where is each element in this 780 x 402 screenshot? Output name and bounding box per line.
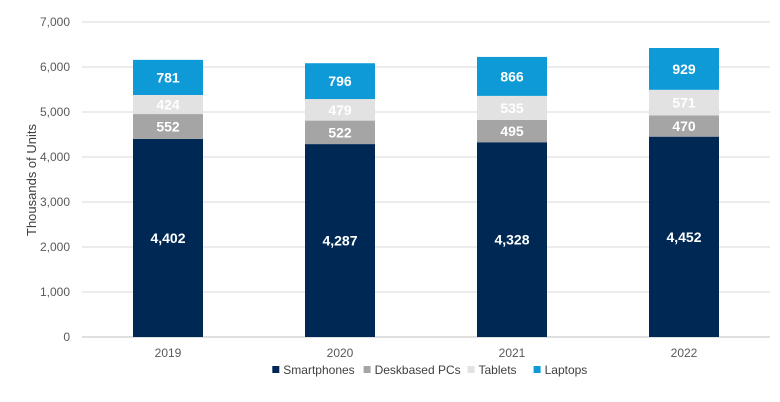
y-tick-label: 7,000 <box>40 15 70 29</box>
y-axis: 0 1,000 2,000 3,000 4,000 5,000 6,000 7,000 <box>40 15 70 344</box>
y-tick-label: 3,000 <box>40 195 70 209</box>
legend-label: Tablets <box>479 363 517 377</box>
bar-stack-2020: 4,287 522 479 796 <box>305 63 375 337</box>
legend: Smartphones Deskbased PCs Tablets Laptops <box>272 363 587 377</box>
data-label: 796 <box>328 73 352 89</box>
legend-swatch <box>467 366 475 373</box>
data-label: 4,452 <box>666 229 701 245</box>
y-tick-label: 1,000 <box>40 285 70 299</box>
bar-stack-2019: 4,402 552 424 781 <box>133 59 203 337</box>
y-tick-label: 2,000 <box>40 240 70 254</box>
data-label: 522 <box>328 124 352 140</box>
bar-laptops <box>477 56 547 96</box>
y-tick-label: 4,000 <box>40 150 70 164</box>
y-axis-title: Thousands of Units <box>24 124 39 237</box>
x-tick-label: 2020 <box>327 346 354 360</box>
bar-stack-2022: 4,452 470 571 929 <box>649 48 719 337</box>
data-label: 781 <box>156 69 180 85</box>
legend-swatch <box>363 366 371 373</box>
data-label: 4,287 <box>322 233 357 249</box>
legend-swatch <box>533 366 541 373</box>
bar-laptops <box>649 48 719 90</box>
x-tick-label: 2022 <box>671 346 698 360</box>
y-tick-label: 0 <box>63 330 70 344</box>
x-axis: 2019 2020 2021 2022 <box>155 346 698 360</box>
bar-smartphones <box>477 142 547 337</box>
bar-tablets <box>305 99 375 121</box>
bar-deskbased-pcs <box>477 119 547 143</box>
legend-label: Smartphones <box>283 363 354 377</box>
legend-item: Laptops <box>533 363 588 377</box>
data-label: 535 <box>500 100 524 116</box>
data-label: 4,402 <box>150 230 185 246</box>
data-label: 424 <box>156 97 180 113</box>
bar-laptops <box>133 59 203 95</box>
y-tick-label: 6,000 <box>40 60 70 74</box>
bars: 4,402 552 424 781 4,287 522 479 796 4,328 495 535 8… <box>133 48 719 337</box>
legend-label: Laptops <box>545 363 588 377</box>
data-label: 4,328 <box>494 232 529 248</box>
data-label: 470 <box>672 118 696 134</box>
data-label: 571 <box>672 95 696 111</box>
legend-swatch <box>272 366 280 373</box>
legend-label: Deskbased PCs <box>375 363 461 377</box>
data-label: 866 <box>500 68 524 84</box>
bar-tablets <box>649 89 719 116</box>
bar-deskbased-pcs <box>649 115 719 137</box>
bar-stack-2021: 4,328 495 535 866 <box>477 56 547 337</box>
bar-tablets <box>477 95 547 120</box>
legend-item: Tablets <box>467 363 517 377</box>
y-tick-label: 5,000 <box>40 105 70 119</box>
data-label: 929 <box>672 61 696 77</box>
bar-deskbased-pcs <box>133 114 203 139</box>
bar-smartphones <box>305 144 375 337</box>
bar-smartphones <box>133 138 203 337</box>
data-label: 552 <box>156 118 180 134</box>
data-label: 495 <box>500 123 524 139</box>
bar-tablets <box>133 94 203 115</box>
bar-smartphones <box>649 136 719 337</box>
data-label: 479 <box>328 102 352 118</box>
x-tick-label: 2019 <box>155 346 182 360</box>
bar-laptops <box>305 63 375 100</box>
legend-item: Smartphones <box>272 363 355 377</box>
legend-item: Deskbased PCs <box>363 363 461 377</box>
bar-deskbased-pcs <box>305 120 375 145</box>
x-tick-label: 2021 <box>499 346 526 360</box>
